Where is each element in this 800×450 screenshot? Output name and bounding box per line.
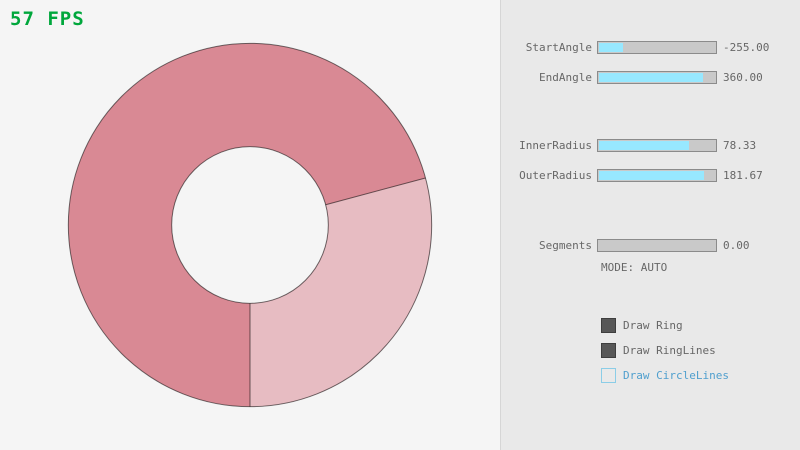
checkbox-draw-ring[interactable]: Draw Ring — [601, 318, 683, 333]
ring-chart — [67, 42, 433, 408]
inner-radius-label: InnerRadius — [519, 139, 592, 152]
checkbox-icon — [601, 318, 616, 333]
slider-row-end-angle: EndAngle 360.00 — [501, 71, 800, 84]
checkbox-draw-circlelines[interactable]: Draw CircleLines — [601, 368, 729, 383]
outer-radius-value: 181.67 — [723, 169, 763, 182]
segments-value: 0.00 — [723, 239, 750, 252]
end-angle-label: EndAngle — [539, 71, 592, 84]
inner-radius-slider[interactable] — [597, 139, 717, 152]
checkbox-label: Draw Ring — [623, 319, 683, 332]
checkbox-icon — [601, 368, 616, 383]
slider-row-inner-radius: InnerRadius 78.33 — [501, 139, 800, 152]
end-angle-value: 360.00 — [723, 71, 763, 84]
slider-fill — [599, 73, 704, 82]
mode-indicator: MODE: AUTO — [601, 261, 668, 274]
controls-panel: StartAngle -255.00 EndAngle 360.00 Inner… — [500, 0, 800, 450]
slider-fill — [599, 141, 690, 150]
start-angle-slider[interactable] — [597, 41, 717, 54]
segments-label: Segments — [539, 239, 592, 252]
slider-row-segments: Segments 0.00 — [501, 239, 800, 252]
slider-row-outer-radius: OuterRadius 181.67 — [501, 169, 800, 182]
end-angle-slider[interactable] — [597, 71, 717, 84]
start-angle-value: -255.00 — [723, 41, 770, 54]
slider-row-start-angle: StartAngle -255.00 — [501, 41, 800, 54]
segments-slider[interactable] — [597, 239, 717, 252]
slider-fill — [599, 171, 705, 180]
fps-counter: 57 FPS — [10, 8, 85, 30]
inner-radius-value: 78.33 — [723, 139, 757, 152]
checkbox-icon — [601, 343, 616, 358]
slider-fill — [599, 43, 623, 52]
start-angle-label: StartAngle — [525, 41, 592, 54]
outer-radius-slider[interactable] — [597, 169, 717, 182]
checkbox-label: Draw CircleLines — [623, 369, 729, 382]
checkbox-label: Draw RingLines — [623, 344, 716, 357]
checkbox-draw-ringlines[interactable]: Draw RingLines — [601, 343, 716, 358]
outer-radius-label: OuterRadius — [519, 169, 592, 182]
